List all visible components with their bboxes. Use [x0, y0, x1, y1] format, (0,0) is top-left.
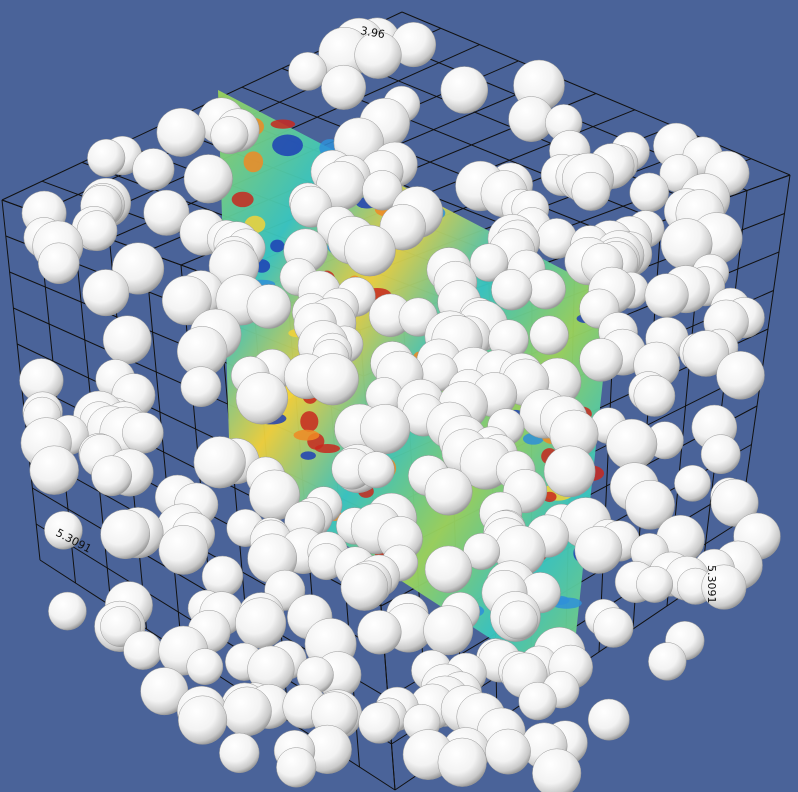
sphere-particle	[424, 467, 473, 516]
sphere-particle	[91, 455, 132, 497]
sphere-particle	[100, 509, 151, 560]
sphere-particle	[87, 138, 126, 178]
sphere-particle	[358, 702, 400, 744]
sphere-particle	[440, 66, 489, 114]
slice-field-spot	[300, 451, 316, 460]
sphere-particle	[321, 64, 367, 110]
sphere-particles	[19, 17, 781, 792]
sphere-particle	[219, 732, 260, 774]
sphere-particle	[674, 464, 711, 502]
sphere-particle	[186, 648, 224, 685]
slice-field-spot	[300, 411, 319, 432]
sphere-particle	[48, 591, 87, 631]
sphere-particle	[648, 642, 687, 681]
sphere-particle	[180, 366, 222, 408]
sphere-particle	[340, 563, 389, 611]
sphere-particle	[636, 565, 674, 603]
sphere-particle	[682, 330, 730, 377]
sphere-particle	[193, 436, 246, 489]
sphere-particle	[44, 511, 83, 550]
sphere-particle	[123, 630, 163, 670]
axis-label-right: 5.3091	[705, 565, 718, 604]
slice-field-spot	[243, 151, 264, 173]
sphere-particle	[485, 728, 531, 775]
slice-field-spot	[293, 429, 320, 441]
sphere-particle	[344, 224, 396, 277]
sphere-particle	[543, 445, 596, 498]
sphere-particle	[235, 597, 287, 649]
sphere-particle	[354, 31, 402, 79]
sphere-particle	[574, 526, 623, 574]
sphere-particle	[362, 170, 403, 211]
sphere-particle	[82, 269, 130, 317]
sphere-particle	[710, 478, 759, 527]
sphere-particle	[701, 564, 747, 610]
sphere-particle	[606, 418, 658, 470]
sphere-particle	[579, 338, 623, 382]
sphere-particle	[424, 545, 473, 593]
sphere-particle	[593, 607, 634, 648]
sphere-particle	[210, 116, 249, 155]
sphere-particle	[143, 189, 190, 236]
sphere-particle	[357, 451, 395, 489]
sphere-particle	[102, 315, 152, 365]
sphere-particle	[716, 351, 765, 400]
sphere-particle	[357, 610, 402, 655]
sphere-particle	[183, 154, 233, 204]
sphere-particle	[306, 353, 359, 406]
sphere-particle	[423, 605, 474, 656]
sphere-particle	[633, 375, 676, 417]
sphere-particle	[288, 52, 328, 91]
slice-field-spot	[272, 134, 303, 157]
sphere-particle	[571, 171, 611, 211]
sphere-particle	[587, 698, 630, 741]
sphere-particle	[132, 148, 175, 191]
sphere-particle	[629, 172, 669, 213]
sphere-particle	[156, 107, 206, 157]
sphere-particle	[29, 445, 79, 495]
sphere-particle	[122, 412, 164, 454]
sphere-particle	[276, 747, 317, 788]
sphere-particle	[532, 748, 582, 792]
sphere-particle	[529, 315, 569, 355]
axis-label-top: 3.96	[359, 24, 385, 41]
sphere-particle	[499, 600, 538, 640]
slice-field-spot	[270, 239, 285, 253]
sphere-particle	[625, 479, 675, 530]
sphere-particle	[491, 269, 533, 311]
sphere-particle	[222, 686, 272, 737]
sphere-particle	[700, 434, 741, 475]
sphere-particle	[644, 273, 689, 318]
slice-field-spot	[231, 191, 254, 208]
sphere-particle	[38, 242, 80, 285]
sphere-particle	[235, 372, 289, 425]
sphere-particle	[246, 284, 292, 329]
sphere-particle	[178, 695, 228, 745]
sphere-particle	[518, 681, 557, 721]
sphere-particle	[158, 525, 209, 575]
sphere-particle	[161, 275, 212, 326]
slice-field-spot	[270, 119, 296, 129]
sphere-particle	[437, 737, 487, 787]
